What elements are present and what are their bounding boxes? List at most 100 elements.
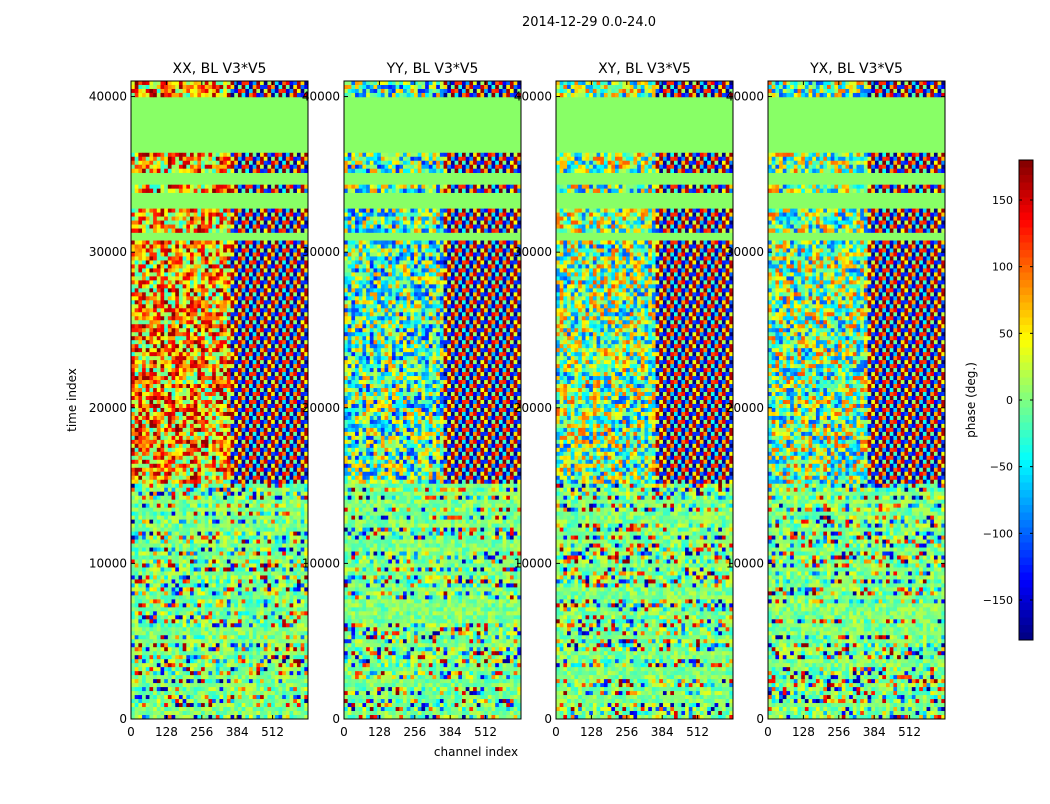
heatmap-cell — [226, 212, 231, 217]
heatmap-cell — [145, 463, 150, 469]
heatmap-cell — [234, 384, 239, 389]
heatmap-cell — [293, 463, 298, 469]
heatmap-cell — [204, 248, 209, 253]
heatmap-cell — [282, 459, 287, 465]
heatmap-cell — [289, 539, 294, 544]
heatmap-cell — [149, 543, 154, 548]
heatmap-cell — [245, 483, 250, 489]
heatmap-cell — [249, 152, 253, 158]
heatmap-cell — [197, 280, 202, 285]
heatmap-cell — [153, 160, 158, 166]
heatmap-cell — [267, 575, 272, 580]
heatmap-cell — [193, 216, 198, 221]
heatmap-cell — [267, 463, 272, 469]
heatmap-cell — [219, 348, 224, 353]
heatmap-cell — [145, 264, 150, 269]
heatmap-cell — [175, 423, 180, 429]
heatmap-cell — [215, 348, 220, 353]
heatmap-cell — [296, 571, 301, 576]
heatmap-cell — [160, 400, 165, 405]
heatmap-cell — [178, 415, 183, 421]
heatmap-cell — [260, 571, 265, 576]
heatmap-cell — [223, 272, 228, 277]
heatmap-cell — [149, 415, 154, 421]
heatmap-cell — [208, 547, 213, 552]
heatmap-cell — [263, 320, 268, 325]
heatmap-cell — [300, 384, 305, 389]
heatmap-cell — [201, 160, 206, 166]
heatmap-cell — [263, 188, 268, 193]
heatmap-cell — [201, 248, 206, 253]
heatmap-cell — [160, 284, 165, 289]
heatmap-cell — [245, 292, 250, 297]
heatmap-cell — [263, 220, 268, 225]
heatmap-cell — [234, 160, 239, 166]
heatmap-cell — [293, 360, 298, 365]
heatmap-cell — [245, 523, 250, 528]
heatmap-cell — [274, 559, 279, 564]
heatmap-cell — [282, 216, 287, 221]
heatmap-cell — [178, 300, 183, 305]
heatmap-cell — [263, 284, 268, 289]
heatmap-cell — [167, 360, 172, 365]
heatmap-cell — [175, 208, 180, 213]
heatmap-cell — [204, 400, 209, 405]
heatmap-cell — [278, 340, 283, 345]
heatmap-cell — [131, 392, 135, 397]
heatmap-cell — [178, 252, 183, 257]
heatmap-cell — [164, 427, 169, 433]
heatmap-cell — [230, 312, 235, 317]
heatmap-cell — [153, 431, 158, 437]
heatmap-cell — [223, 483, 228, 489]
heatmap-cell — [260, 332, 265, 337]
heatmap-cell — [160, 384, 165, 389]
heatmap-cell — [190, 507, 194, 512]
heatmap-cell — [241, 292, 246, 297]
heatmap-cell — [190, 336, 194, 341]
heatmap-cell — [201, 220, 206, 225]
heatmap-cell — [249, 312, 253, 317]
heatmap-cell — [237, 88, 242, 94]
heatmap-cell — [160, 324, 165, 329]
heatmap-cell — [145, 160, 150, 166]
heatmap-cell — [304, 431, 308, 437]
heatmap-cell — [134, 475, 139, 481]
heatmap-cell — [230, 376, 235, 381]
heatmap-cell — [234, 407, 239, 413]
heatmap-cell — [138, 435, 143, 441]
heatmap-cell — [131, 316, 135, 321]
heatmap-cell — [167, 304, 172, 309]
heatmap-cell — [285, 419, 290, 425]
heatmap-cell — [149, 88, 154, 94]
heatmap-cell — [164, 483, 169, 489]
heatmap-cell — [142, 471, 147, 477]
heatmap-cell — [263, 495, 268, 500]
heatmap-cell — [208, 248, 213, 253]
heatmap-cell — [142, 515, 147, 520]
heatmap-cell — [234, 527, 239, 532]
heatmap-cell — [304, 292, 308, 297]
heatmap-cell — [296, 248, 301, 253]
heatmap-cell — [178, 547, 183, 552]
heatmap-cell — [156, 160, 161, 166]
heatmap-cell — [186, 368, 191, 373]
heatmap-cell — [160, 340, 165, 345]
heatmap-cell — [237, 256, 242, 261]
heatmap-cell — [230, 208, 235, 213]
heatmap-cell — [237, 224, 242, 229]
heatmap-cell — [278, 216, 283, 221]
heatmap-cell — [278, 348, 283, 353]
heatmap-cell — [201, 356, 206, 361]
heatmap-cell — [271, 415, 276, 421]
heatmap-cell — [204, 352, 209, 357]
heatmap-cell — [160, 320, 165, 325]
heatmap-cell — [182, 352, 187, 357]
heatmap-cell — [145, 571, 150, 576]
heatmap-cell — [149, 455, 154, 461]
heatmap-cell — [160, 212, 165, 217]
heatmap-cell — [171, 240, 176, 245]
heatmap-cell — [282, 479, 287, 485]
heatmap-cell — [249, 479, 253, 485]
heatmap-cell — [182, 372, 187, 377]
heatmap-cell — [134, 415, 139, 421]
